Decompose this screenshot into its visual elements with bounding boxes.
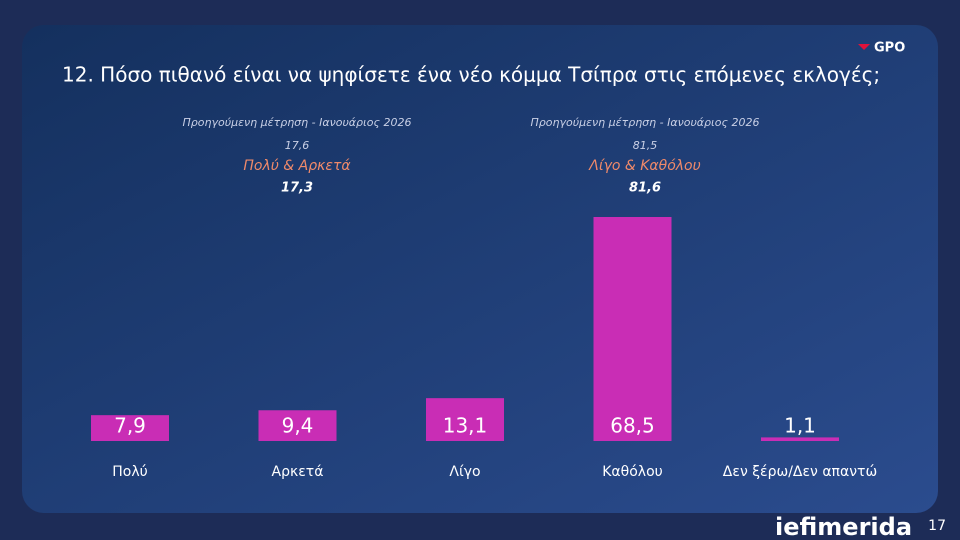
page-number: 17 xyxy=(928,518,946,534)
bar xyxy=(91,415,169,441)
value-label: 13,1 xyxy=(443,414,488,438)
annotation-total: 17,3 xyxy=(281,181,313,196)
annotation-previous: 81,5 xyxy=(633,139,658,152)
x-tick-label: Αρκετά xyxy=(272,464,324,480)
bar xyxy=(761,437,839,441)
annotation-group: Πολύ & Αρκετά xyxy=(243,158,351,174)
x-tick-label: Λίγο xyxy=(449,464,480,480)
annotation-note: Προηγούμενη μέτρηση - Ιανουάριος 2026 xyxy=(183,116,412,129)
value-label: 68,5 xyxy=(610,414,655,438)
bar xyxy=(258,410,337,441)
annotation-previous: 17,6 xyxy=(285,139,310,152)
logo-mark xyxy=(858,44,870,50)
x-tick-label: Καθόλου xyxy=(602,464,663,480)
card xyxy=(22,25,938,513)
logo: GPO xyxy=(874,41,905,56)
value-label: 9,4 xyxy=(282,414,314,438)
chart-title: 12. Πόσο πιθανό είναι να ψηφίσετε ένα νέ… xyxy=(62,63,880,87)
annotation-total: 81,6 xyxy=(629,181,661,196)
bar xyxy=(593,217,672,441)
x-tick-label: Δεν ξέρω/Δεν απαντώ xyxy=(723,464,877,480)
value-label: 7,9 xyxy=(114,414,146,438)
x-tick-label: Πολύ xyxy=(112,464,147,480)
brand: iefimerida xyxy=(775,513,912,540)
annotation-group: Λίγο & Καθόλου xyxy=(588,158,700,174)
bar xyxy=(426,398,504,441)
value-label: 1,1 xyxy=(784,414,816,438)
annotation-note: Προηγούμενη μέτρηση - Ιανουάριος 2026 xyxy=(531,116,760,129)
